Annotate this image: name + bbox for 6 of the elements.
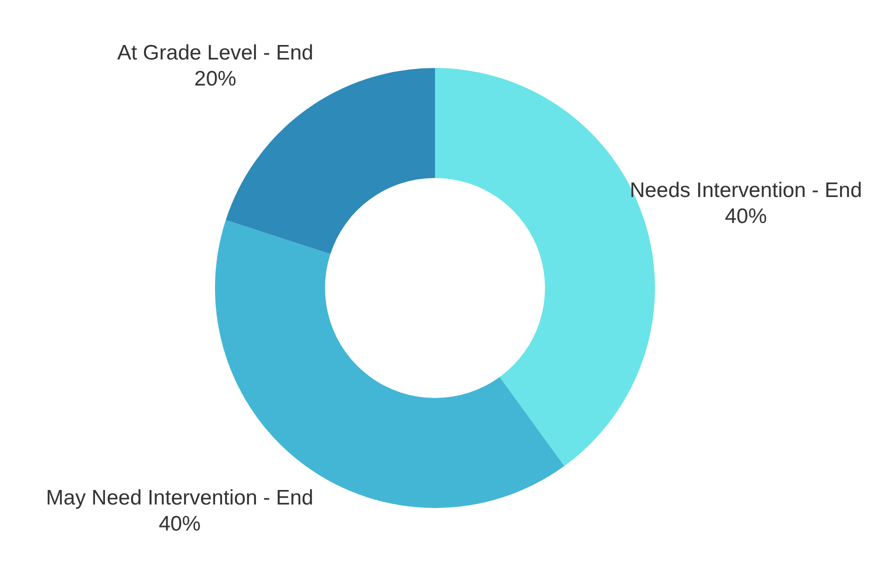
data-label: 20% bbox=[194, 67, 236, 90]
slice-label: May Need Intervention - End bbox=[46, 486, 314, 510]
slice-label: Needs Intervention - End bbox=[630, 178, 862, 202]
slice-label: At Grade Level - End bbox=[117, 41, 314, 64]
data-label: 40% bbox=[724, 204, 767, 228]
data-label: 40% bbox=[158, 512, 201, 536]
